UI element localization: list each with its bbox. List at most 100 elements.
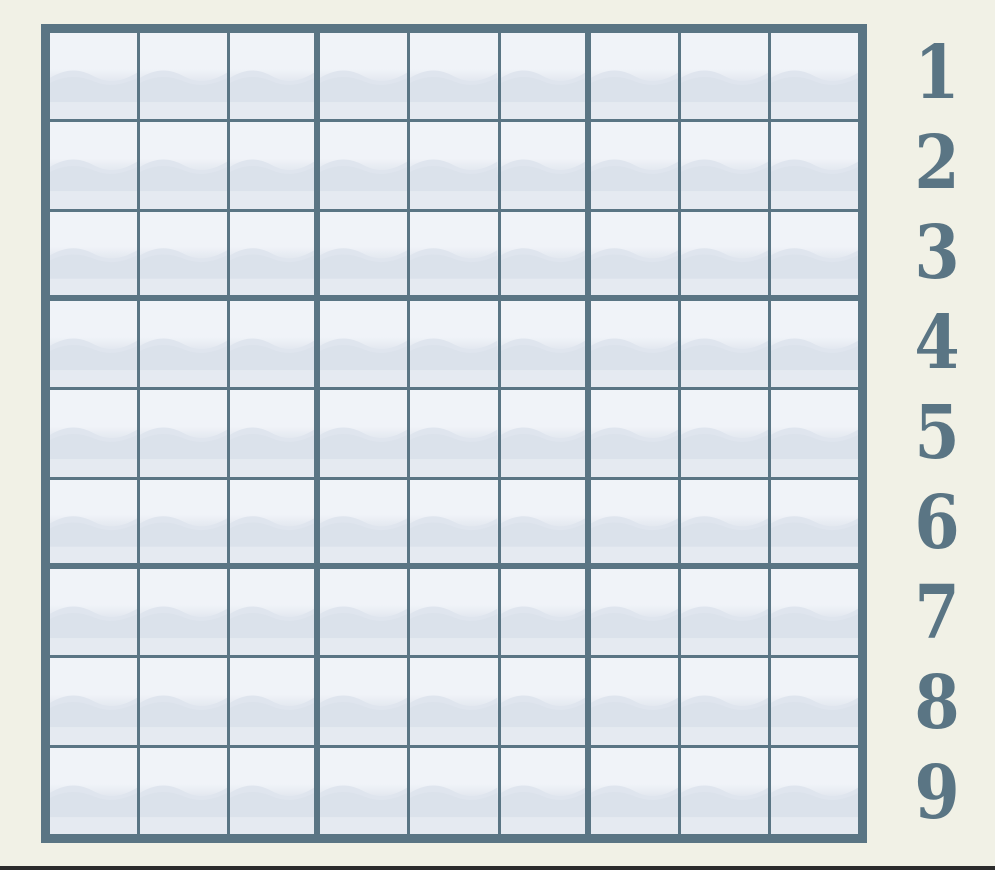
sudoku-cell-r4-c3[interactable] xyxy=(230,301,315,388)
sudoku-cell-r2-c6[interactable] xyxy=(500,122,585,209)
sudoku-cell-r7-c4[interactable] xyxy=(320,569,408,656)
sudoku-cell-r8-c5[interactable] xyxy=(410,658,498,745)
sudoku-cell-r5-c5[interactable] xyxy=(410,390,498,477)
sudoku-cell-r1-c9[interactable] xyxy=(770,33,858,120)
wave-pattern-icon xyxy=(230,70,315,120)
sudoku-cell-r3-c2[interactable] xyxy=(140,211,228,295)
sudoku-cell-r5-c4[interactable] xyxy=(320,390,408,477)
sudoku-cell-r5-c8[interactable] xyxy=(680,390,768,477)
sudoku-cell-r4-c6[interactable] xyxy=(500,301,585,388)
sudoku-cell-r4-c9[interactable] xyxy=(770,301,858,388)
sudoku-cell-r2-c7[interactable] xyxy=(590,122,678,209)
sudoku-cell-r8-c4[interactable] xyxy=(320,658,408,745)
sudoku-cell-r5-c6[interactable] xyxy=(500,390,585,477)
sudoku-cell-r6-c7[interactable] xyxy=(590,479,678,563)
number-button-7[interactable]: 7 xyxy=(914,570,960,656)
sudoku-cell-r6-c3[interactable] xyxy=(230,479,315,563)
sudoku-cell-r1-c6[interactable] xyxy=(500,33,585,120)
sudoku-cell-r9-c2[interactable] xyxy=(140,747,228,834)
sudoku-cell-r2-c8[interactable] xyxy=(680,122,768,209)
sudoku-cell-r1-c5[interactable] xyxy=(410,33,498,120)
sudoku-cell-r4-c1[interactable] xyxy=(50,301,138,388)
sudoku-cell-r3-c8[interactable] xyxy=(680,211,768,295)
sudoku-cell-r4-c5[interactable] xyxy=(410,301,498,388)
sudoku-cell-r1-c8[interactable] xyxy=(680,33,768,120)
cell-value xyxy=(501,748,585,834)
sudoku-cell-r8-c3[interactable] xyxy=(230,658,315,745)
sudoku-cell-r5-c3[interactable] xyxy=(230,390,315,477)
sudoku-cell-r9-c9[interactable] xyxy=(770,747,858,834)
sudoku-cell-r4-c4[interactable] xyxy=(320,301,408,388)
sudoku-cell-r3-c1[interactable] xyxy=(50,211,138,295)
sudoku-cell-r4-c8[interactable] xyxy=(680,301,768,388)
sudoku-cell-r9-c7[interactable] xyxy=(590,747,678,834)
sudoku-cell-r2-c1[interactable] xyxy=(50,122,138,209)
sudoku-cell-r1-c7[interactable] xyxy=(590,33,678,120)
sudoku-cell-r9-c5[interactable] xyxy=(410,747,498,834)
sudoku-cell-r6-c6[interactable] xyxy=(500,479,585,563)
sudoku-cell-r5-c9[interactable] xyxy=(770,390,858,477)
sudoku-cell-r7-c3[interactable] xyxy=(230,569,315,656)
sudoku-cell-r8-c2[interactable] xyxy=(140,658,228,745)
sudoku-cell-r8-c6[interactable] xyxy=(500,658,585,745)
sudoku-cell-r8-c9[interactable] xyxy=(770,658,858,745)
sudoku-cell-r3-c9[interactable] xyxy=(770,211,858,295)
number-button-4[interactable]: 4 xyxy=(914,300,960,386)
sudoku-cell-r2-c2[interactable] xyxy=(140,122,228,209)
sudoku-cell-r7-c9[interactable] xyxy=(770,569,858,656)
sudoku-cell-r4-c2[interactable] xyxy=(140,301,228,388)
wave-pattern-icon xyxy=(680,515,768,563)
wave-pattern-icon xyxy=(770,338,858,388)
sudoku-cell-r2-c4[interactable] xyxy=(320,122,408,209)
sudoku-cell-r6-c1[interactable] xyxy=(50,479,138,563)
sudoku-cell-r7-c6[interactable] xyxy=(500,569,585,656)
sudoku-cell-r7-c7[interactable] xyxy=(590,569,678,656)
number-button-1[interactable]: 1 xyxy=(914,30,960,116)
sudoku-cell-r6-c5[interactable] xyxy=(410,479,498,563)
sudoku-cell-r4-c7[interactable] xyxy=(590,301,678,388)
cell-value xyxy=(681,748,768,834)
wave-pattern-icon xyxy=(410,515,498,563)
sudoku-cell-r7-c5[interactable] xyxy=(410,569,498,656)
number-button-9[interactable]: 9 xyxy=(914,750,960,836)
sudoku-cell-r7-c1[interactable] xyxy=(50,569,138,656)
sudoku-cell-r2-c9[interactable] xyxy=(770,122,858,209)
sudoku-cell-r6-c2[interactable] xyxy=(140,479,228,563)
sudoku-cell-r9-c1[interactable] xyxy=(50,747,138,834)
sudoku-cell-r3-c4[interactable] xyxy=(320,211,408,295)
sudoku-cell-r5-c1[interactable] xyxy=(50,390,138,477)
number-button-5[interactable]: 5 xyxy=(914,390,960,476)
sudoku-cell-r3-c5[interactable] xyxy=(410,211,498,295)
sudoku-cell-r5-c2[interactable] xyxy=(140,390,228,477)
sudoku-cell-r9-c4[interactable] xyxy=(320,747,408,834)
sudoku-cell-r7-c8[interactable] xyxy=(680,569,768,656)
number-button-8[interactable]: 8 xyxy=(914,660,960,746)
sudoku-cell-r2-c3[interactable] xyxy=(230,122,315,209)
sudoku-cell-r5-c7[interactable] xyxy=(590,390,678,477)
sudoku-cell-r8-c7[interactable] xyxy=(590,658,678,745)
number-button-6[interactable]: 6 xyxy=(914,480,960,566)
sudoku-cell-r9-c6[interactable] xyxy=(500,747,585,834)
sudoku-cell-r6-c9[interactable] xyxy=(770,479,858,563)
sudoku-cell-r3-c6[interactable] xyxy=(500,211,585,295)
sudoku-cell-r1-c1[interactable] xyxy=(50,33,138,120)
sudoku-cell-r9-c3[interactable] xyxy=(230,747,315,834)
sudoku-cell-r2-c5[interactable] xyxy=(410,122,498,209)
wave-pattern-icon xyxy=(680,606,768,656)
sudoku-cell-r3-c7[interactable] xyxy=(590,211,678,295)
number-button-3[interactable]: 3 xyxy=(914,210,960,296)
sudoku-cell-r1-c4[interactable] xyxy=(320,33,408,120)
sudoku-cell-r3-c3[interactable] xyxy=(230,211,315,295)
sudoku-cell-r1-c3[interactable] xyxy=(230,33,315,120)
sudoku-cell-r7-c2[interactable] xyxy=(140,569,228,656)
sudoku-cell-r8-c1[interactable] xyxy=(50,658,138,745)
wave-pattern-icon xyxy=(680,785,768,834)
cell-value xyxy=(230,33,314,119)
sudoku-cell-r8-c8[interactable] xyxy=(680,658,768,745)
number-button-2[interactable]: 2 xyxy=(914,120,960,206)
sudoku-cell-r6-c8[interactable] xyxy=(680,479,768,563)
sudoku-cell-r9-c8[interactable] xyxy=(680,747,768,834)
sudoku-cell-r6-c4[interactable] xyxy=(320,479,408,563)
wave-pattern-icon xyxy=(50,338,138,388)
sudoku-cell-r1-c2[interactable] xyxy=(140,33,228,120)
